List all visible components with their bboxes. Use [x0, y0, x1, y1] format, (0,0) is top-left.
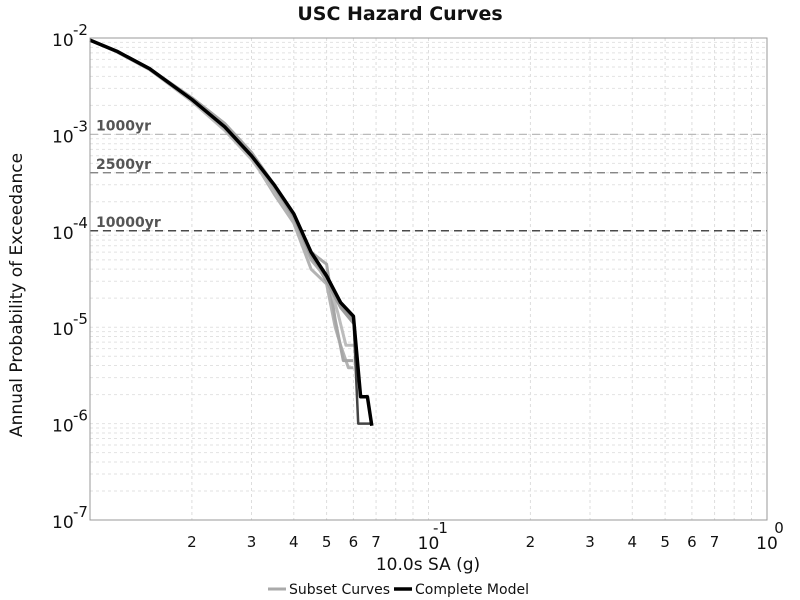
x-tick-exponent: -1	[433, 519, 448, 537]
y-tick-label: 10	[52, 224, 74, 244]
series-layer	[89, 38, 374, 426]
x-minor-tick-label: 2	[187, 533, 197, 551]
x-minor-tick-label: 3	[585, 533, 595, 551]
y-tick-label: 10	[52, 320, 74, 340]
plot-frame	[89, 37, 768, 521]
x-tick-label: 10	[756, 534, 778, 554]
legend-label: Subset Curves	[289, 582, 390, 598]
x-minor-tick-label: 7	[371, 533, 381, 551]
x-minor-tick-label: 6	[349, 533, 359, 551]
subset-curve	[89, 38, 372, 425]
x-tick-exponent: 0	[774, 519, 784, 537]
y-tick-label: 10	[52, 513, 74, 533]
x-minor-tick-label: 4	[289, 533, 299, 551]
grid	[89, 38, 767, 521]
y-axis-label: Annual Probability of Exceedance	[7, 153, 27, 437]
return-period-label: 2500yr	[96, 157, 151, 173]
x-minor-tick-label: 2	[526, 533, 536, 551]
chart-title: USC Hazard Curves	[297, 3, 502, 25]
x-minor-tick-label: 7	[710, 533, 720, 551]
x-minor-tick-label: 5	[660, 533, 670, 551]
y-tick-exponent: -4	[73, 214, 88, 232]
legend: Subset Curves Complete Model	[268, 582, 529, 598]
subset-curve	[89, 38, 355, 321]
y-tick-label: 10	[52, 31, 74, 51]
return-period-lines: 1000yr 2500yr 10000yr	[90, 118, 767, 232]
x-minor-tick-label: 4	[628, 533, 638, 551]
complete-model-curve	[89, 38, 374, 426]
subset-curve	[89, 38, 355, 318]
x-minor-tick-label: 3	[247, 533, 257, 551]
legend-label: Complete Model	[415, 582, 529, 598]
y-tick-label: 10	[52, 417, 74, 437]
x-tick-label: 10	[418, 534, 440, 554]
y-tick-exponent: -6	[73, 407, 88, 425]
x-axis-label: 10.0s SA (g)	[376, 555, 480, 575]
y-tick-exponent: -7	[73, 503, 88, 521]
y-tick-exponent: -3	[73, 117, 88, 135]
return-period-label: 10000yr	[96, 215, 161, 231]
x-minor-tick-label: 5	[322, 533, 332, 551]
subset-curve	[89, 38, 354, 347]
x-minor-tick-label: 6	[687, 533, 697, 551]
return-period-label: 1000yr	[96, 118, 151, 134]
subset-curve	[89, 38, 354, 370]
y-tick-exponent: -2	[73, 21, 88, 39]
y-tick-exponent: -5	[73, 310, 88, 328]
y-tick-label: 10	[52, 127, 74, 147]
